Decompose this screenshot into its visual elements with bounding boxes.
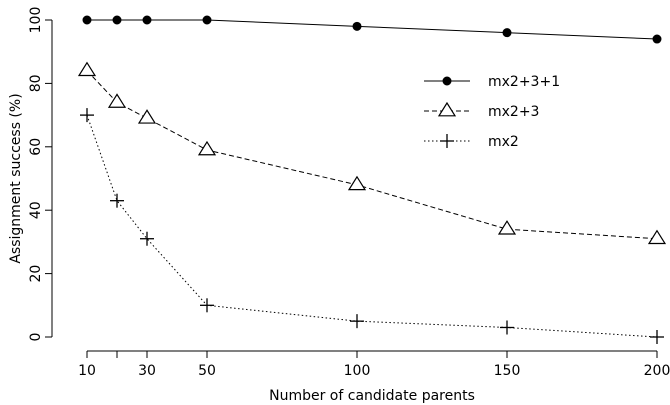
series-layer (77, 15, 667, 344)
y-axis-ticks: 0 20 40 60 80 100 (28, 7, 52, 342)
x-tick-label: 10 (78, 363, 96, 379)
y-tick-label: 80 (28, 74, 44, 92)
data-point (142, 15, 152, 25)
data-point (500, 320, 514, 335)
x-tick-label: 200 (644, 363, 670, 379)
data-point (140, 231, 154, 246)
data-point (137, 109, 157, 124)
data-point (82, 15, 92, 25)
data-point (647, 229, 667, 245)
data-point (442, 76, 452, 86)
data-point (77, 61, 97, 77)
data-point (107, 93, 127, 108)
y-tick-label: 40 (28, 201, 44, 219)
y-axis-title: Assignment success (%) (8, 93, 24, 263)
series-mx2+3 (77, 61, 667, 245)
legend-item: mx2+3+1 (424, 74, 560, 90)
data-point (502, 28, 512, 38)
data-point (652, 34, 662, 44)
data-point (110, 193, 124, 208)
data-point (80, 108, 94, 123)
x-tick-label: 100 (344, 363, 371, 379)
y-tick-label: 0 (28, 333, 44, 342)
legend-item: mx2+3 (424, 101, 539, 120)
data-point (650, 330, 664, 344)
data-point (347, 175, 367, 191)
data-point (352, 21, 362, 31)
legend-label: mx2 (488, 134, 519, 150)
x-axis-title: Number of candidate parents (269, 388, 475, 404)
data-point (437, 101, 457, 117)
x-tick-label: 30 (138, 363, 156, 379)
data-point (112, 15, 122, 25)
y-tick-label: 100 (28, 7, 44, 34)
legend: mx2+3+1 mx2+3 mx2 (424, 74, 560, 150)
data-point (197, 140, 217, 156)
y-tick-label: 20 (28, 265, 44, 283)
series-mx2 (80, 108, 664, 344)
x-tick-label: 150 (494, 363, 521, 379)
legend-item: mx2 (424, 134, 519, 150)
data-point (350, 314, 364, 329)
data-point (497, 220, 517, 235)
legend-label: mx2+3+1 (488, 74, 560, 90)
legend-label: mx2+3 (488, 104, 539, 120)
x-axis-ticks: 10 30 50 100 150 200 (78, 351, 670, 379)
data-point (200, 298, 214, 313)
series-mx2+3+1 (82, 15, 662, 44)
data-point (440, 134, 454, 148)
x-tick-label: 50 (198, 363, 216, 379)
data-point (202, 15, 212, 25)
y-tick-label: 60 (28, 138, 44, 156)
